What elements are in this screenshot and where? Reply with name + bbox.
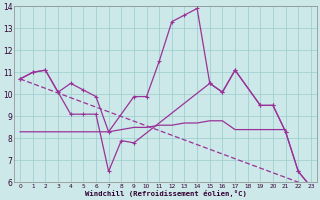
X-axis label: Windchill (Refroidissement éolien,°C): Windchill (Refroidissement éolien,°C) <box>84 190 246 197</box>
